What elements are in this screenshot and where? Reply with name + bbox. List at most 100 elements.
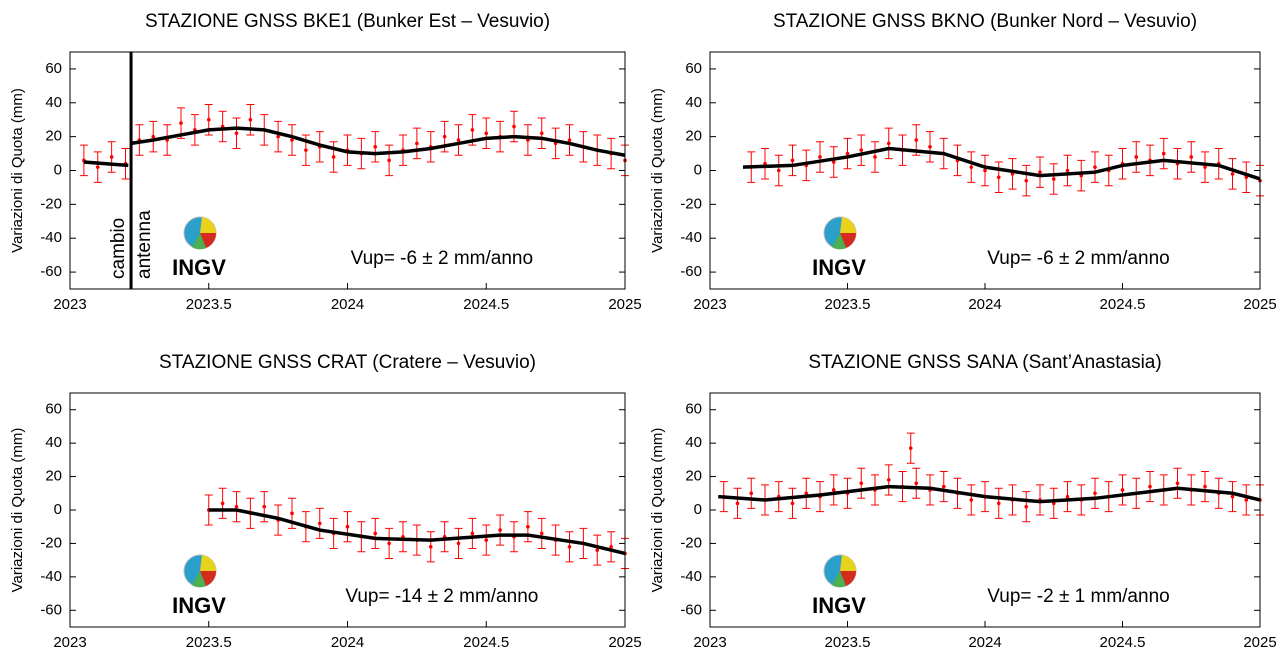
data-point	[1230, 494, 1235, 499]
y-tick-label: -20	[680, 195, 702, 212]
y-tick-label: 40	[685, 434, 702, 451]
y-tick-label: 0	[694, 501, 702, 518]
vline-label: antenna	[134, 210, 155, 279]
data-point	[804, 491, 809, 496]
data-point	[248, 117, 253, 122]
data-point	[1093, 491, 1097, 496]
data-point	[109, 155, 114, 159]
data-point	[1189, 155, 1194, 159]
data-point	[1203, 484, 1207, 489]
data-point	[749, 491, 754, 496]
data-point	[790, 501, 795, 506]
data-point	[331, 155, 336, 159]
x-tick-label: 2024	[968, 634, 1001, 651]
data-point	[539, 131, 544, 136]
plot-frame	[69, 392, 626, 628]
data-point	[790, 158, 795, 163]
y-axis-label: Variazioni di Quota (mm)	[649, 428, 666, 593]
y-axis-label: Variazioni di Quota (mm)	[9, 88, 26, 253]
y-tick-label: -60	[680, 263, 702, 280]
annotation: Vup= -6 ± 2 mm/anno	[987, 248, 1169, 269]
data-point	[996, 501, 1001, 506]
data-point	[914, 481, 919, 486]
x-tick-label: 2023.5	[825, 296, 871, 313]
data-point	[859, 481, 864, 486]
logo-wedge	[840, 571, 857, 586]
logo-wedge	[200, 571, 217, 586]
fit-line	[742, 146, 1261, 181]
data-point	[908, 446, 913, 450]
plot-frame	[709, 392, 1261, 628]
data-point	[914, 138, 919, 142]
fit-line	[718, 484, 1261, 504]
data-point	[456, 138, 461, 142]
y-tick-label: 40	[45, 94, 62, 111]
data-point	[304, 148, 308, 152]
logo-text: INGV	[812, 593, 866, 618]
x-tick-label: 2024.5	[463, 634, 509, 651]
x-tick-label: 2023	[53, 634, 86, 651]
y-tick-label: -40	[40, 229, 62, 246]
y-axis-label: Variazioni di Quota (mm)	[9, 428, 26, 593]
y-tick-label: 60	[685, 401, 702, 418]
logo-wedge	[832, 233, 846, 250]
data-point	[818, 155, 822, 159]
y-tick-label: -40	[680, 229, 702, 246]
x-tick-label: 2024.5	[1100, 296, 1146, 313]
x-tick-label: 2024	[331, 296, 364, 313]
logo-wedge	[832, 571, 846, 588]
data-point	[373, 531, 378, 536]
chart-title: STAZIONE GNSS BKE1 (Bunker Est – Vesuvio…	[145, 11, 550, 32]
plot-frame	[709, 51, 1261, 290]
data-point	[1038, 170, 1042, 174]
data-point	[859, 148, 864, 152]
data-point	[1024, 504, 1029, 509]
data-point	[290, 138, 294, 142]
data-point	[484, 538, 489, 542]
x-tick-label: 2024.5	[1100, 634, 1146, 651]
data-point	[290, 511, 294, 516]
x-tick-label: 2024	[331, 634, 364, 651]
data-point	[151, 134, 156, 139]
data-point	[886, 478, 891, 482]
data-point	[996, 175, 1001, 180]
x-tick-label: 2025	[608, 634, 641, 651]
x-tick-label: 2023.5	[186, 634, 232, 651]
data-point	[1161, 151, 1166, 156]
data-point	[470, 128, 475, 132]
data-point	[317, 521, 322, 526]
data-point	[234, 131, 239, 136]
data-point	[1148, 484, 1152, 489]
data-point	[526, 524, 530, 529]
data-point	[484, 131, 489, 136]
data-point	[442, 134, 447, 139]
data-point	[415, 141, 419, 146]
logo-text: INGV	[172, 255, 226, 280]
data-point	[873, 155, 877, 159]
data-point	[886, 141, 891, 146]
y-tick-label: 60	[685, 60, 702, 77]
data-point	[567, 544, 572, 549]
data-point	[1244, 498, 1249, 502]
y-tick-label: -60	[40, 601, 62, 618]
x-tick-label: 2024	[968, 296, 1001, 313]
y-tick-label: -40	[40, 568, 62, 585]
y-tick-label: 40	[45, 434, 62, 451]
y-tick-label: 20	[45, 468, 62, 485]
x-tick-label: 2023.5	[825, 634, 871, 651]
y-axis-label: Variazioni di Quota (mm)	[649, 88, 666, 253]
data-point	[345, 524, 350, 529]
data-point	[539, 531, 544, 536]
data-point	[1093, 165, 1097, 169]
x-tick-label: 2023	[53, 296, 86, 313]
vline-label: cambio	[108, 218, 129, 279]
logo-text: INGV	[172, 593, 226, 618]
x-tick-label: 2025	[1243, 296, 1276, 313]
y-tick-label: -60	[680, 601, 702, 618]
data-point	[845, 151, 850, 156]
y-tick-label: 20	[685, 128, 702, 145]
data-point	[206, 117, 211, 122]
y-tick-label: 20	[45, 128, 62, 145]
logo-wedge	[200, 217, 217, 233]
data-point	[1024, 178, 1029, 183]
